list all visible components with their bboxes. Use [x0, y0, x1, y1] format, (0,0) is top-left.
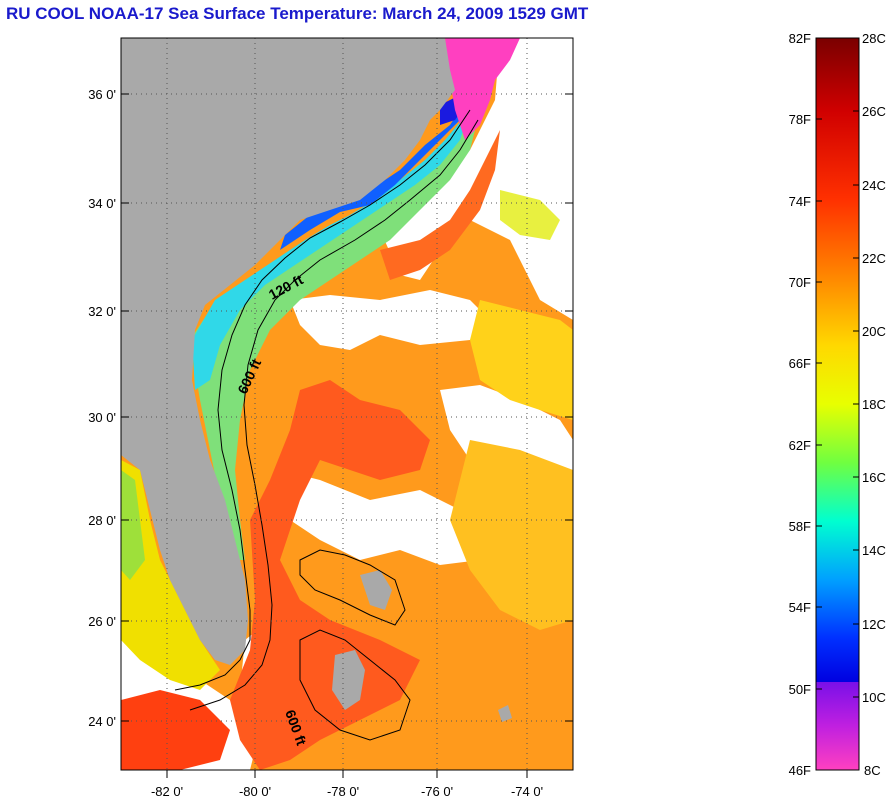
gulf-of-mexico-green: [121, 470, 145, 580]
colorbar-c-label-18: 18C: [862, 397, 886, 412]
lat-label-28: 28 0': [88, 513, 116, 528]
lat-label-36: 36 0': [88, 87, 116, 102]
shelf-water-green: [190, 110, 480, 560]
colorbar-f-ticks: [816, 118, 822, 690]
colorbar-c-label-10: 10C: [862, 690, 886, 705]
lat-label-34: 34 0': [88, 196, 116, 211]
colorbar-c-ticks: [853, 110, 859, 698]
lon-label-82: -82 0': [151, 784, 183, 799]
lat-label-24: 24 0': [88, 714, 116, 729]
colorbar-f-label-78: 78F: [789, 112, 811, 127]
colorbar-f-label-58: 58F: [789, 519, 811, 534]
colorbar-f-label-46: 46F: [789, 763, 811, 778]
shelf-water-cyan: [192, 110, 470, 390]
contour-600ft: [189, 119, 479, 711]
sst-map: [121, 38, 573, 770]
gulf-of-mexico-shelf: [121, 460, 220, 690]
yellow-water-ne: [500, 190, 560, 240]
land-bahamas-small: [498, 705, 512, 722]
colorbar-f-label-54: 54F: [789, 600, 811, 615]
colorbar-f-label-62: 62F: [789, 438, 811, 453]
land-southeast-us: [121, 38, 455, 665]
lat-label-32: 32 0': [88, 304, 116, 319]
shelf-water-blue: [280, 95, 470, 250]
cloud-cover-central: [290, 290, 490, 350]
colorbar-c-label-26: 26C: [862, 104, 886, 119]
contour-bahamas: [299, 549, 406, 626]
graticule: [121, 38, 573, 770]
colorbar-f-label-74: 74F: [789, 194, 811, 209]
axis-ticks: [121, 93, 573, 778]
colorbar-c-label-28: 28C: [862, 31, 886, 46]
lat-label-30: 30 0': [88, 410, 116, 425]
yellow-water-east: [470, 300, 573, 420]
lat-label-26: 26 0': [88, 614, 116, 629]
contour-120ft: [174, 109, 471, 691]
colorbar-c-label-20: 20C: [862, 324, 886, 339]
map-frame: [120, 37, 574, 771]
gulf-stream-core: [230, 380, 430, 770]
lon-label-74: -74 0': [511, 784, 543, 799]
lon-label-76: -76 0': [421, 784, 453, 799]
colorbar-scale: [815, 37, 860, 771]
colorbar-f-label-70: 70F: [789, 275, 811, 290]
lon-label-78: -78 0': [327, 784, 359, 799]
colorbar-c-label-12: 12C: [862, 617, 886, 632]
land-bahamas-andros: [332, 650, 365, 710]
map-title: RU COOL NOAA-17 Sea Surface Temperature:…: [6, 4, 589, 23]
lon-label-80: -80 0': [239, 784, 271, 799]
colorbar-c-label-8: 8C: [864, 763, 881, 778]
yellow-water-southeast: [450, 440, 573, 630]
colorbar-c-label-24: 24C: [862, 178, 886, 193]
land-bahamas-abaco: [360, 570, 392, 610]
colorbar-f-label-66: 66F: [789, 356, 811, 371]
colorbar-c-label-22: 22C: [862, 251, 886, 266]
colorbar-c-label-16: 16C: [862, 470, 886, 485]
contour-bahamas-south: [299, 629, 411, 741]
colorbar-f-label-50: 50F: [789, 682, 811, 697]
cold-water-magenta: [445, 38, 520, 140]
colorbar: 82F 78F 74F 70F 66F 62F 58F 54F 50F 46F …: [789, 31, 886, 778]
colorbar-f-label-82: 82F: [789, 31, 811, 46]
warm-patch-south: [121, 690, 230, 770]
gulf-stream-north: [380, 130, 500, 280]
colorbar-c-label-14: 14C: [862, 543, 886, 558]
